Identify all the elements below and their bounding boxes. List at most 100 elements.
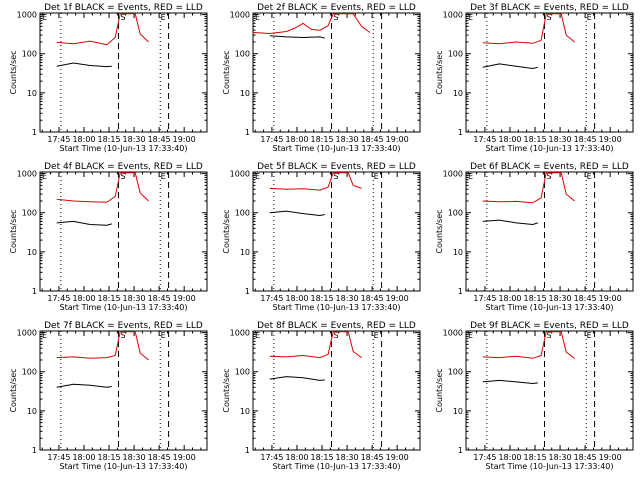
y-tick-label: 1000 [230,11,250,20]
flag-label: S [547,331,552,340]
y-tick-label: 100 [235,50,250,59]
chart-title: Det 2f BLACK = Events, RED = LLD [257,3,416,13]
series-line-events [56,62,112,68]
y-tick-label: 10 [453,407,463,416]
x-tick-label: 19:00 [173,135,196,144]
series-line-lld [269,172,362,191]
x-tick-label: 18:00 [285,453,308,462]
y-tick-label: 1000 [443,329,463,338]
y-tick-label: 1000 [17,170,37,179]
flag-label: S [121,331,126,340]
flag-label: S [121,13,126,22]
y-axis-label: Counts/sec [9,368,18,412]
x-tick-label: 18:30 [123,453,146,462]
x-tick-label: 17:45 [473,453,496,462]
y-tick-label: 1 [245,287,250,296]
x-tick-label: 17:45 [260,453,283,462]
x-tick-label: 17:45 [260,294,283,303]
chart-panel-5: Det 5f BLACK = Events, RED = LLD 1 10 100 10… [222,162,421,312]
x-tick-label: 18:00 [72,453,95,462]
x-tick-label: 18:15 [97,294,120,303]
x-tick-label: 19:00 [173,294,196,303]
x-axis-label: Start Time (10-Jun-13 17:33:40) [60,144,188,153]
flag-label: S [121,172,126,181]
y-tick-label: 10 [27,407,37,416]
y-tick-label: 100 [448,209,463,218]
y-axis-label: Counts/sec [9,209,18,253]
x-tick-label: 17:45 [473,135,496,144]
x-tick-label: 19:00 [386,135,409,144]
flag-label: E [42,331,47,340]
series-line-lld [56,172,149,203]
y-tick-label: 100 [235,368,250,377]
chart-title: Det 8f BLACK = Events, RED = LLD [257,321,416,331]
x-tick-label: 18:45 [574,294,597,303]
y-axis-label: Counts/sec [435,50,444,94]
series-line-events [482,63,538,70]
x-tick-label: 18:00 [498,453,521,462]
x-tick-label: 19:00 [386,453,409,462]
y-tick-label: 1 [458,128,463,137]
y-tick-label: 100 [235,209,250,218]
chart-title: Det 5f BLACK = Events, RED = LLD [257,162,416,172]
x-tick-label: 18:45 [574,453,597,462]
y-tick-label: 1 [32,287,37,296]
x-tick-label: 18:30 [549,453,572,462]
chart-panel-8: Det 8f BLACK = Events, RED = LLD 1 10 100 10… [222,321,421,471]
plot-frame [252,171,421,292]
y-tick-label: 1 [32,128,37,137]
y-tick-label: 1000 [17,11,37,20]
x-tick-label: 18:30 [549,135,572,144]
y-tick-label: 1000 [230,329,250,338]
x-tick-label: 19:00 [599,135,622,144]
x-tick-label: 18:15 [523,453,546,462]
flag-label: E [255,172,260,181]
flag-label: E [587,331,592,340]
series-line-lld [56,331,149,361]
x-axis-label: Start Time (10-Jun-13 17:33:40) [486,303,614,312]
flag-label: S [334,331,339,340]
flag-label: S [547,172,552,181]
x-tick-label: 18:00 [498,294,521,303]
chart-panel-9: Det 9f BLACK = Events, RED = LLD 1 10 100 10… [435,321,634,471]
x-axis-label: Start Time (10-Jun-13 17:33:40) [60,462,188,471]
y-tick-label: 100 [448,368,463,377]
x-tick-label: 18:15 [523,294,546,303]
series-line-events [482,219,538,226]
y-tick-label: 1000 [443,11,463,20]
x-tick-label: 18:00 [72,135,95,144]
x-tick-label: 18:15 [310,294,333,303]
x-axis-label: Start Time (10-Jun-13 17:33:40) [273,144,401,153]
x-axis-label: Start Time (10-Jun-13 17:33:40) [273,303,401,312]
x-tick-label: 19:00 [599,453,622,462]
x-tick-label: 18:00 [72,294,95,303]
x-tick-label: 17:45 [47,453,70,462]
x-tick-label: 18:15 [97,135,120,144]
flag-label: E [161,172,166,181]
x-tick-label: 19:00 [599,294,622,303]
series-line-events [269,210,325,217]
y-tick-label: 1 [32,446,37,455]
x-tick-label: 17:45 [473,294,496,303]
y-tick-label: 10 [240,89,250,98]
series-line-events [269,376,325,381]
plot-frame [39,171,208,292]
y-tick-label: 1 [458,287,463,296]
series-line-events [56,220,112,226]
series-line-lld [56,13,149,46]
y-axis-label: Counts/sec [435,368,444,412]
y-tick-label: 1 [458,446,463,455]
chart-panel-3: Det 3f BLACK = Events, RED = LLD 1 10 100 10… [435,3,634,153]
flag-label: E [468,331,473,340]
x-tick-label: 18:45 [148,453,171,462]
y-tick-label: 100 [448,50,463,59]
y-tick-label: 1000 [17,329,37,338]
chart-panel-7: Det 7f BLACK = Events, RED = LLD 1 10 100 10… [9,321,208,471]
y-tick-label: 1000 [443,170,463,179]
y-axis-label: Counts/sec [435,209,444,253]
flag-label: E [161,13,166,22]
x-tick-label: 17:45 [47,294,70,303]
y-tick-label: 10 [27,248,37,257]
flag-label: S [334,172,339,181]
